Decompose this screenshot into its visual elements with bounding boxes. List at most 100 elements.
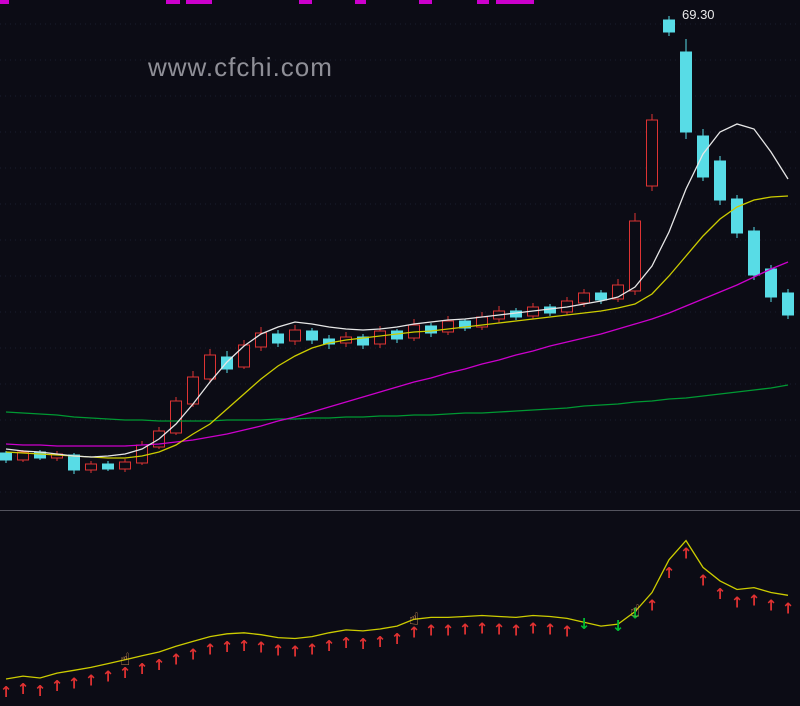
up-arrow-icon: ↑ <box>204 641 217 659</box>
up-arrow-icon: ↑ <box>119 664 132 682</box>
up-arrow-icon: ↑ <box>646 597 659 615</box>
candle <box>782 292 794 316</box>
candle <box>748 230 760 276</box>
hand-icon: ☝ <box>630 602 640 622</box>
up-arrow-icon: ↑ <box>306 641 319 659</box>
up-arrow-icon: ↑ <box>663 564 676 582</box>
up-arrow-icon: ↑ <box>238 637 251 655</box>
candle <box>272 333 284 344</box>
up-arrow-icon: ↑ <box>102 668 115 686</box>
up-arrow-icon: ↑ <box>391 630 404 648</box>
up-arrow-icon: ↑ <box>459 621 472 639</box>
up-arrow-icon: ↑ <box>0 683 12 701</box>
candle <box>765 268 777 298</box>
down-arrow-icon: ↓ <box>578 615 591 633</box>
up-arrow-icon: ↑ <box>340 634 353 652</box>
indicator-line <box>5 539 789 680</box>
candle <box>85 463 97 471</box>
candlestick-chart[interactable] <box>0 0 800 510</box>
up-arrow-icon: ↑ <box>68 674 81 692</box>
up-arrow-icon: ↑ <box>272 642 285 660</box>
up-arrow-icon: ↑ <box>153 656 166 674</box>
header-text-fragment <box>299 0 312 4</box>
ma-white-line <box>5 123 789 458</box>
signal-markers: ↑ ↑ ↑ ↑ ↑ ↑ ↑ ↑ ↑ ↑ ↑ ↑ ↑ ↑ ↑ ↑ ↑ ↑ ↑ ↑ ↑ ↑ ↑ ↑ ↑ ↑ ↑ ↑ ↑ ↑ ↑ ↑ ↑ ↑↑↑↑↑↑ ↑… <box>0 545 794 701</box>
candle <box>629 220 641 292</box>
up-arrow-icon: ↑ <box>782 599 795 617</box>
up-arrow-icon: ↑ <box>323 637 336 655</box>
up-arrow-icon: ↑ <box>748 592 761 610</box>
candle <box>697 135 709 178</box>
candle <box>136 444 148 464</box>
candle <box>119 461 131 470</box>
candle <box>612 284 624 300</box>
candle <box>289 329 301 342</box>
panel-divider <box>0 510 800 511</box>
up-arrow-icon: ↑ <box>51 677 64 695</box>
up-arrow-icon: ↑ <box>289 643 302 661</box>
candle <box>204 354 216 380</box>
up-arrow-icon: ↑ <box>697 571 710 589</box>
up-arrow-icon: ↑ <box>731 594 744 612</box>
hand-icon: ☝ <box>120 650 130 670</box>
candle <box>17 451 29 461</box>
header-text-fragment <box>166 0 180 4</box>
up-arrow-icon: ↑ <box>17 680 30 698</box>
candle <box>68 454 80 471</box>
up-arrow-icon: ↑ <box>765 597 778 615</box>
candle <box>425 325 437 334</box>
ma-yellow-line <box>5 195 789 459</box>
candle <box>255 332 267 348</box>
candle <box>442 320 454 333</box>
up-arrow-icon: ↑ <box>357 635 370 653</box>
up-arrow-icon: ↑ <box>425 621 438 639</box>
candle <box>680 51 692 133</box>
up-arrow-icon: ↑ <box>408 623 421 641</box>
candle <box>578 292 590 304</box>
up-arrow-icon: ↑ <box>34 682 47 700</box>
indicator-chart[interactable]: ↑ ↑ ↑ ↑ ↑ ↑ ↑ ↑ ↑ ↑ ↑ ↑ ↑ ↑ ↑ ↑ ↑ ↑ ↑ ↑ ↑ ↑ ↑ ↑ ↑ ↑ ↑ ↑ ↑ ↑ ↑ ↑ ↑ ↑↑↑↑↑↑ ↑… <box>0 511 800 706</box>
candle <box>306 330 318 341</box>
header-text-fragment <box>186 0 212 4</box>
up-arrow-icon: ↑ <box>493 621 506 639</box>
gridlines <box>0 23 800 493</box>
candle <box>714 160 726 201</box>
candle <box>646 119 658 187</box>
candle <box>595 292 607 301</box>
up-arrow-icon: ↑ <box>476 620 489 638</box>
header-text-fragment <box>477 0 489 4</box>
header-text-fragment <box>0 0 9 4</box>
candle <box>459 320 471 329</box>
clipped-header-text <box>0 0 800 5</box>
down-arrow-icon: ↓ <box>629 605 642 623</box>
price-annotation: 69.30 <box>682 7 715 22</box>
ma-magenta-line <box>5 261 789 447</box>
candle <box>357 336 369 346</box>
up-arrow-icon: ↑ <box>187 645 200 663</box>
candles <box>0 16 794 474</box>
up-arrow-icon: ↑ <box>680 545 693 563</box>
candle <box>731 198 743 234</box>
down-arrow-icon: ↓ <box>612 617 625 635</box>
candle <box>374 330 386 345</box>
candle <box>238 344 250 368</box>
up-arrow-icon: ↑ <box>255 639 268 657</box>
candle <box>663 19 675 33</box>
up-arrow-icon: ↑ <box>544 621 557 639</box>
candle <box>0 452 12 461</box>
up-arrow-icon: ↑ <box>561 622 574 640</box>
hand-icon: ☝ <box>409 609 419 629</box>
watermark: www.cfchi.com <box>148 52 333 82</box>
up-arrow-icon: ↑ <box>221 638 234 656</box>
up-arrow-icon: ↑ <box>136 660 149 678</box>
up-arrow-icon: ↑ <box>527 620 540 638</box>
up-arrow-icon: ↑ <box>170 650 183 668</box>
header-text-fragment <box>419 0 432 4</box>
header-text-fragment <box>355 0 366 4</box>
up-arrow-icon: ↑ <box>442 621 455 639</box>
up-arrow-icon: ↑ <box>510 621 523 639</box>
up-arrow-icon: ↑ <box>85 671 98 689</box>
up-arrow-icon: ↑ <box>714 585 727 603</box>
header-text-fragment <box>496 0 534 4</box>
